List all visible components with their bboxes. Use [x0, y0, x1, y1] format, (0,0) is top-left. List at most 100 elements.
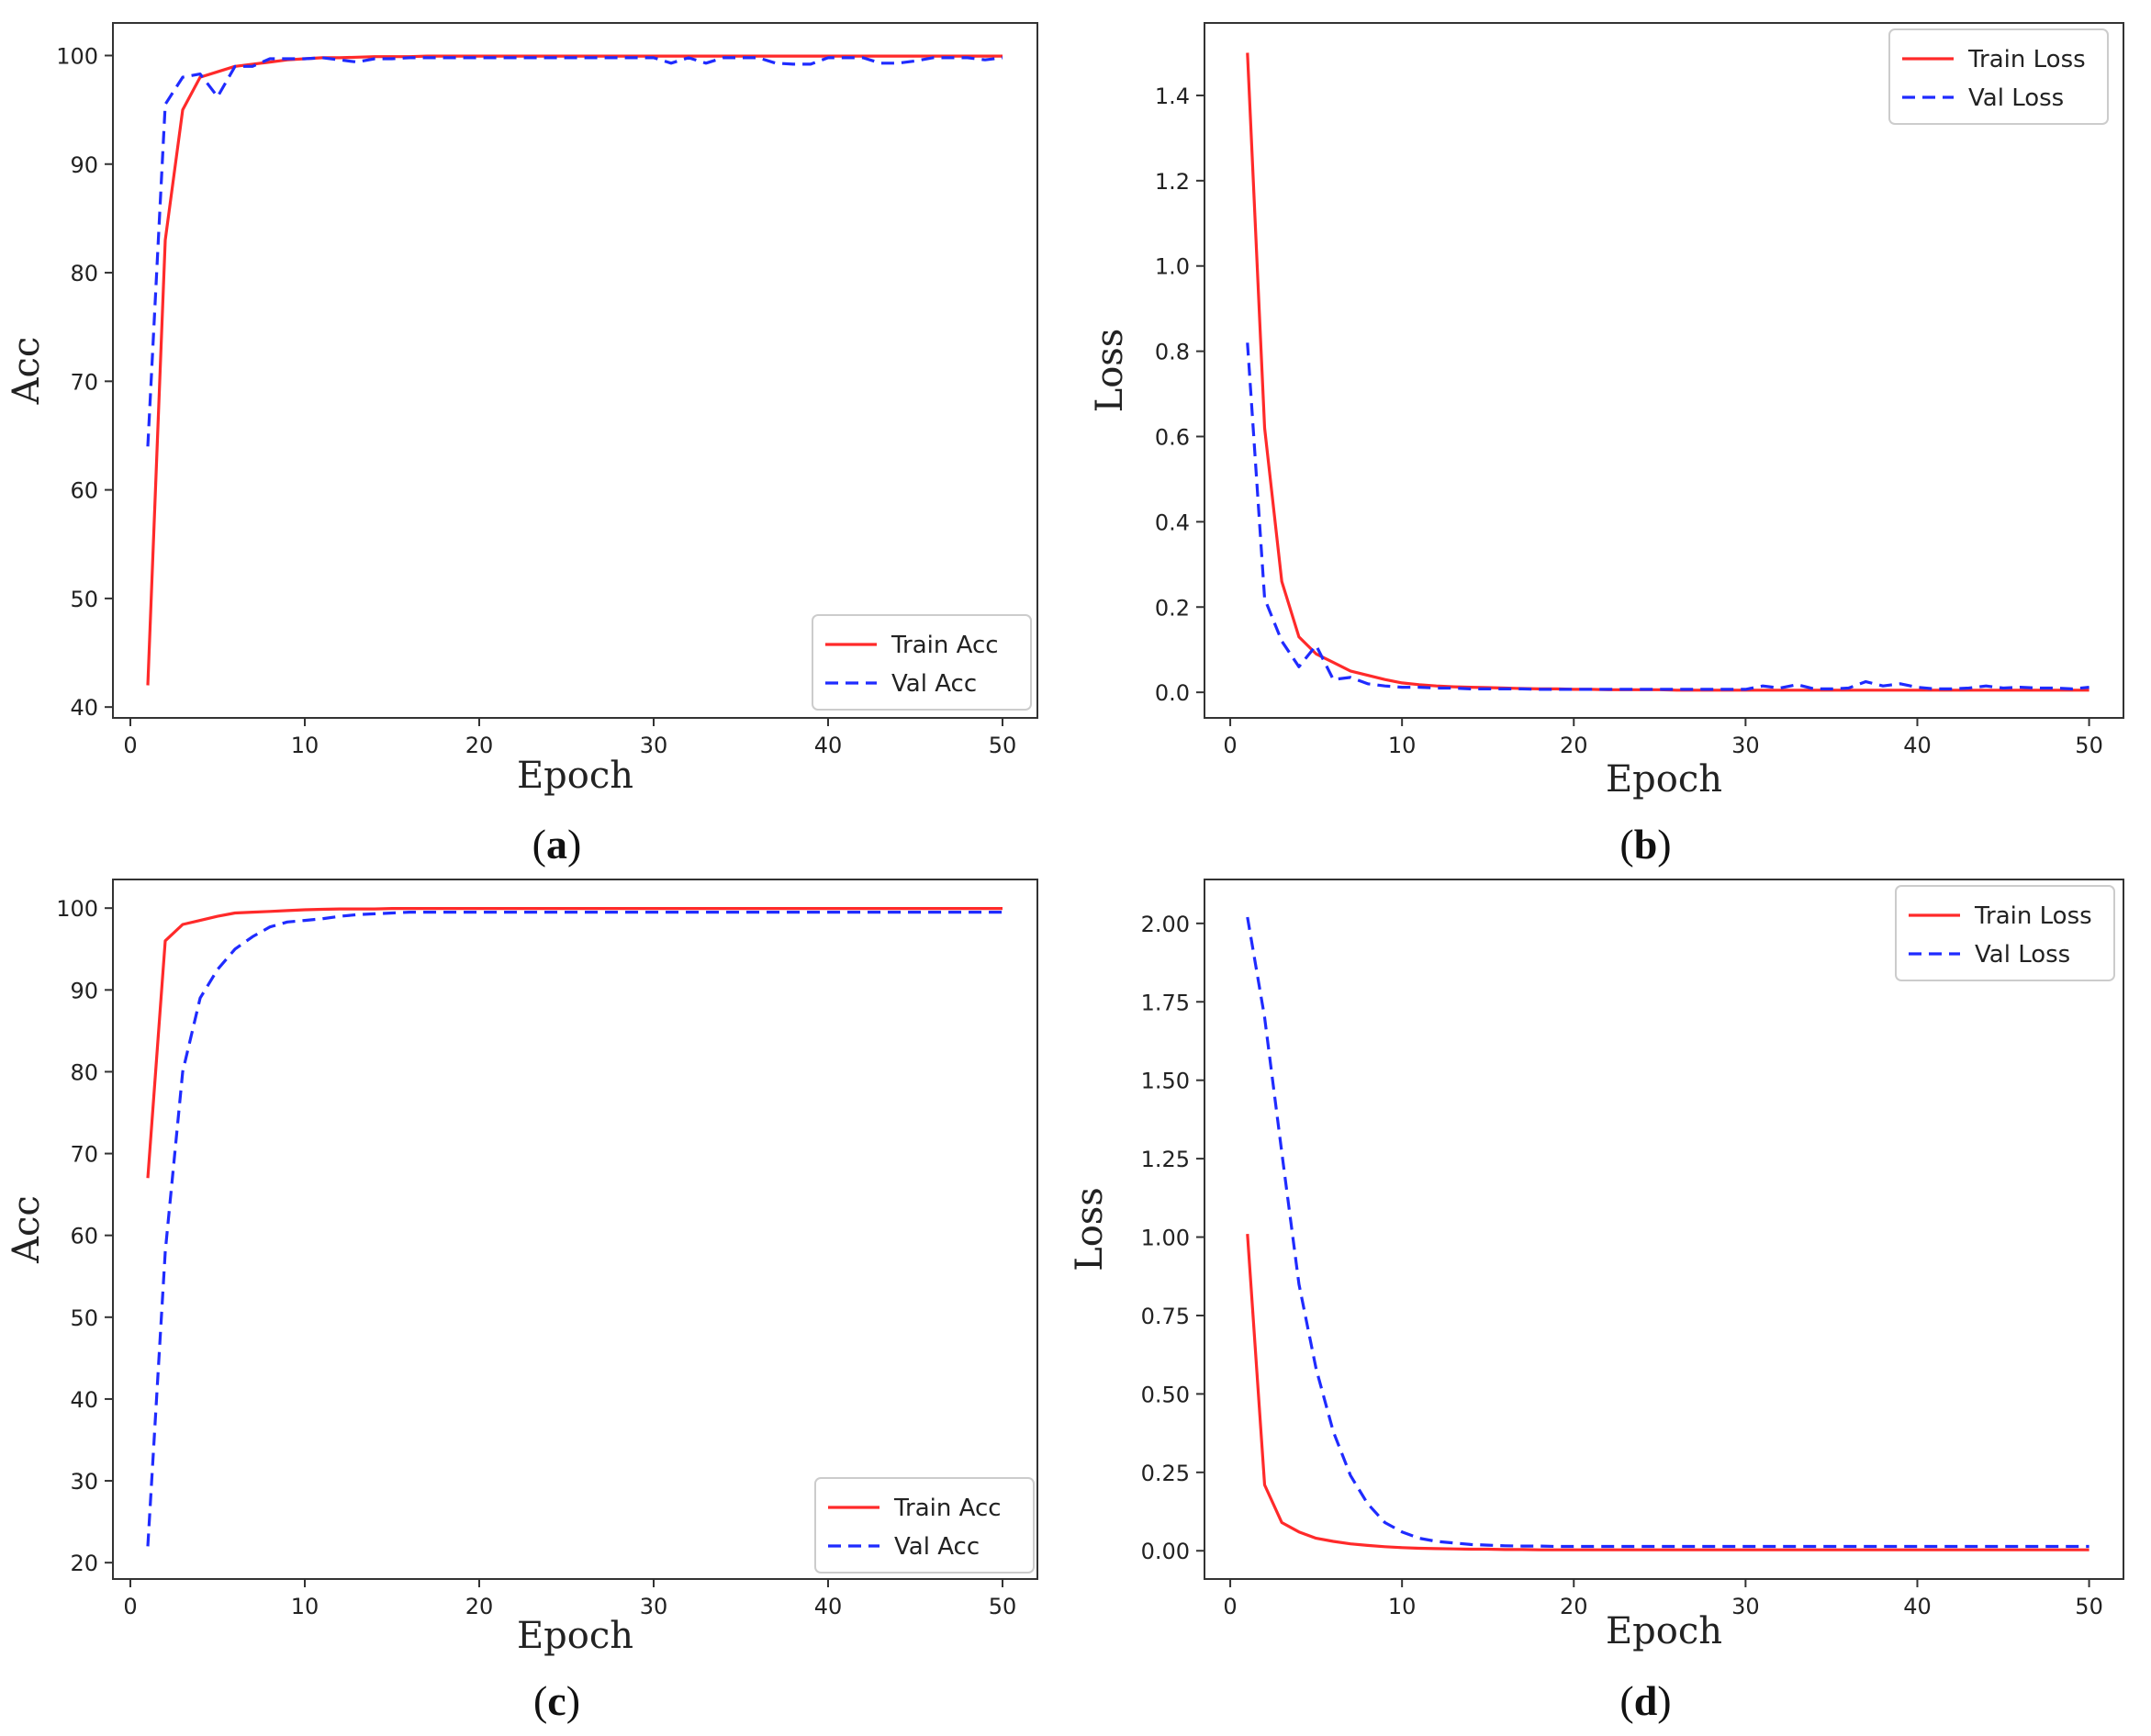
- series-points-val-loss: [1246, 915, 2091, 1549]
- series-points-val-loss: [1246, 341, 2091, 691]
- legend: Train Acc Val Acc: [812, 614, 1032, 711]
- panel-caption: (a): [532, 821, 582, 868]
- y-tick-label: 0.0: [1155, 680, 1190, 706]
- y-tick-label: 100: [56, 43, 98, 69]
- caption-close: ): [567, 821, 581, 868]
- y-tick-label: 1.75: [1141, 990, 1190, 1015]
- caption-open: (: [1619, 821, 1633, 868]
- caption-letter: b: [1634, 821, 1658, 868]
- series-line-train-loss: [1246, 52, 2089, 692]
- x-tick-label: 40: [814, 1594, 843, 1619]
- legend-box: [812, 614, 1032, 711]
- series-points-train-loss: [1246, 51, 2091, 692]
- series-line-val-loss: [1246, 342, 2089, 691]
- legend-box: [1895, 885, 2115, 981]
- x-tick-label: 50: [989, 733, 1017, 758]
- plot-frame: [1204, 22, 2124, 719]
- x-tick-label: 0: [1223, 1594, 1237, 1619]
- series-line-train-acc: [146, 906, 1003, 1179]
- y-tick-label: 0.4: [1155, 510, 1190, 535]
- caption-close: ): [566, 1677, 580, 1724]
- panel-caption: (c): [533, 1677, 580, 1724]
- y-tick-label: 1.50: [1141, 1069, 1190, 1094]
- legend-entry-label: Val Acc: [891, 670, 977, 698]
- legend-entry-label: Val Loss: [1975, 941, 2070, 969]
- y-tick-label: 0.2: [1155, 595, 1190, 621]
- x-tick-label: 50: [989, 1594, 1017, 1619]
- caption-open: (: [533, 1677, 547, 1724]
- panel-b: 0 10 20 30 40 50 0.0 0.2 0.4 0.6 0.8 1.0 1.2 1.4 Epoch…: [1089, 22, 2124, 868]
- legend-entry-label: Train Loss: [1974, 902, 2092, 930]
- legend-entry-label: Train Acc: [891, 632, 999, 659]
- x-tick-label: 20: [465, 733, 494, 758]
- x-tick-label: 0: [123, 1594, 137, 1619]
- y-tick-label: 70: [70, 369, 98, 395]
- series-line-train-loss: [1246, 1233, 2089, 1551]
- y-axis-label: Acc: [6, 1195, 48, 1264]
- y-tick-label: 50: [70, 587, 98, 612]
- series-line-val-loss: [1246, 916, 2089, 1549]
- y-tick-label: 0.8: [1155, 340, 1190, 365]
- series-line-train-acc: [146, 54, 1003, 686]
- legend: Train Loss Val Loss: [1888, 28, 2109, 125]
- legend: Train Acc Val Acc: [814, 1477, 1035, 1574]
- x-tick-label: 10: [291, 733, 319, 758]
- y-axis-label: Acc: [6, 337, 48, 406]
- x-tick-label: 40: [1903, 733, 1932, 758]
- legend: Train Loss Val Loss: [1895, 885, 2115, 981]
- y-tick-label: 0.75: [1141, 1304, 1190, 1329]
- x-tick-label: 30: [1731, 733, 1760, 758]
- y-tick-label: 40: [70, 1387, 98, 1413]
- legend-entry-label: Train Acc: [893, 1495, 1002, 1522]
- y-tick-label: 0.6: [1155, 424, 1190, 450]
- caption-letter: a: [546, 821, 567, 868]
- series-line-val-acc: [146, 56, 1003, 447]
- y-tick-label: 1.2: [1155, 169, 1190, 195]
- y-tick-label: 30: [70, 1469, 98, 1495]
- x-axis-label: Epoch: [1606, 1610, 1722, 1652]
- legend-box: [814, 1477, 1035, 1574]
- series-points-train-acc: [146, 54, 1004, 687]
- x-tick-label: 40: [814, 733, 843, 758]
- legend-entry-label: Train Loss: [1967, 46, 2086, 73]
- panel-caption: (b): [1619, 821, 1671, 868]
- legend-box: [1888, 28, 2109, 125]
- y-tick-label: 60: [70, 1224, 98, 1249]
- panel-c: 0 10 20 30 40 50 20 30 40 50 60 70 80 90 100 Epoch Acc Tr…: [6, 879, 1038, 1724]
- x-tick-label: 50: [2075, 1594, 2103, 1619]
- plot-frame: [112, 879, 1038, 1580]
- y-tick-label: 50: [70, 1305, 98, 1331]
- panel-caption: (d): [1619, 1677, 1671, 1724]
- caption-letter: d: [1634, 1677, 1658, 1724]
- x-tick-label: 30: [1731, 1594, 1760, 1619]
- caption-close: ): [1657, 1677, 1671, 1724]
- y-tick-label: 1.4: [1155, 84, 1190, 109]
- x-axis-label: Epoch: [517, 755, 633, 797]
- x-tick-label: 20: [1560, 733, 1588, 758]
- y-tick-label: 0.00: [1141, 1539, 1190, 1564]
- legend-entry-label: Val Loss: [1968, 84, 2064, 112]
- y-tick-label: 70: [70, 1142, 98, 1168]
- series-points-train-loss: [1246, 1232, 2091, 1551]
- plot-frame: [1204, 879, 2124, 1580]
- y-tick-label: 80: [70, 261, 98, 286]
- series-points-train-acc: [146, 907, 1004, 1181]
- y-tick-label: 80: [70, 1059, 98, 1085]
- x-tick-label: 40: [1903, 1594, 1932, 1619]
- x-axis-label: Epoch: [517, 1615, 633, 1657]
- x-tick-label: 0: [123, 733, 137, 758]
- x-tick-label: 10: [1388, 1594, 1417, 1619]
- y-tick-label: 40: [70, 695, 98, 721]
- series-points-val-acc: [146, 911, 1004, 1549]
- x-tick-label: 0: [1223, 733, 1237, 758]
- y-tick-label: 1.00: [1141, 1226, 1190, 1251]
- x-tick-label: 20: [465, 1594, 494, 1619]
- x-tick-label: 10: [291, 1594, 319, 1619]
- series-line-val-acc: [146, 910, 1003, 1547]
- caption-open: (: [1619, 1677, 1633, 1724]
- caption-close: ): [1657, 821, 1671, 868]
- y-tick-label: 1.25: [1141, 1147, 1190, 1172]
- legend-entry-label: Val Acc: [894, 1533, 980, 1561]
- x-tick-label: 30: [640, 733, 668, 758]
